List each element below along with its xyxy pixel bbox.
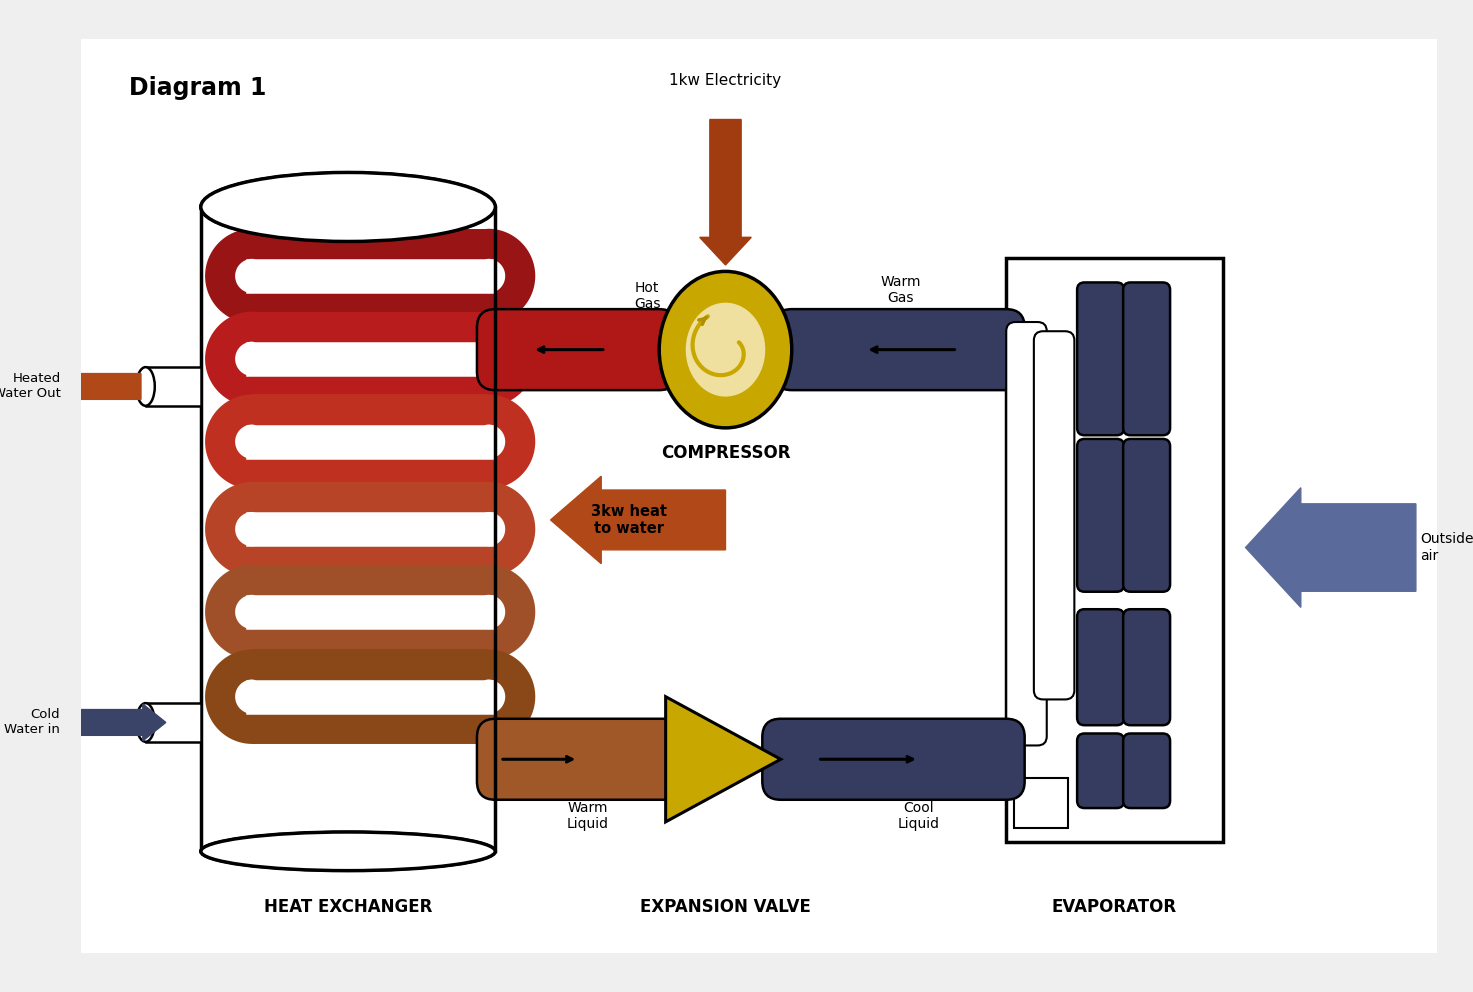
Bar [1013, 778, 1068, 828]
Text: Warm
Gas: Warm Gas [881, 275, 921, 305]
FancyArrow shape [1246, 488, 1416, 607]
FancyBboxPatch shape [763, 719, 1025, 800]
Text: Cold
Water in: Cold Water in [4, 708, 60, 736]
FancyBboxPatch shape [1122, 438, 1170, 592]
FancyBboxPatch shape [72, 31, 1445, 961]
FancyBboxPatch shape [1077, 609, 1124, 725]
FancyBboxPatch shape [1122, 609, 1170, 725]
Text: EVAPORATOR: EVAPORATOR [1052, 898, 1177, 916]
FancyBboxPatch shape [477, 719, 683, 800]
Text: Cool
Liquid: Cool Liquid [899, 801, 940, 831]
Ellipse shape [200, 173, 495, 241]
FancyBboxPatch shape [477, 310, 678, 390]
Bar [146, 367, 200, 406]
Polygon shape [666, 696, 781, 821]
Bar [1006, 258, 1223, 842]
Text: Diagram 1: Diagram 1 [130, 76, 267, 100]
Text: Outside
air: Outside air [1420, 533, 1473, 562]
Ellipse shape [200, 832, 495, 871]
Bar [146, 703, 200, 742]
FancyBboxPatch shape [1077, 283, 1124, 435]
Ellipse shape [660, 272, 792, 428]
FancyBboxPatch shape [1077, 438, 1124, 592]
Ellipse shape [200, 173, 495, 241]
Text: Warm
Liquid: Warm Liquid [567, 801, 608, 831]
FancyBboxPatch shape [1034, 331, 1074, 699]
Ellipse shape [200, 832, 495, 871]
FancyBboxPatch shape [1122, 283, 1170, 435]
Ellipse shape [686, 303, 766, 397]
Text: HEAT EXCHANGER: HEAT EXCHANGER [264, 898, 432, 916]
Text: Hot
Gas: Hot Gas [633, 281, 660, 311]
FancyArrow shape [700, 119, 751, 265]
FancyBboxPatch shape [1077, 733, 1124, 808]
Ellipse shape [137, 367, 155, 406]
FancyBboxPatch shape [773, 310, 1025, 390]
Text: EXPANSION VALVE: EXPANSION VALVE [641, 898, 812, 916]
FancyArrow shape [44, 368, 141, 405]
FancyBboxPatch shape [1006, 322, 1047, 745]
Text: COMPRESSOR: COMPRESSOR [661, 444, 790, 462]
FancyBboxPatch shape [1122, 733, 1170, 808]
FancyArrow shape [68, 704, 166, 741]
Text: 3kw heat
to water: 3kw heat to water [591, 504, 667, 536]
Ellipse shape [137, 703, 155, 742]
FancyArrow shape [551, 476, 726, 563]
Text: 1kw Electricity: 1kw Electricity [669, 73, 782, 88]
Text: Heated
Water Out: Heated Water Out [0, 372, 60, 401]
